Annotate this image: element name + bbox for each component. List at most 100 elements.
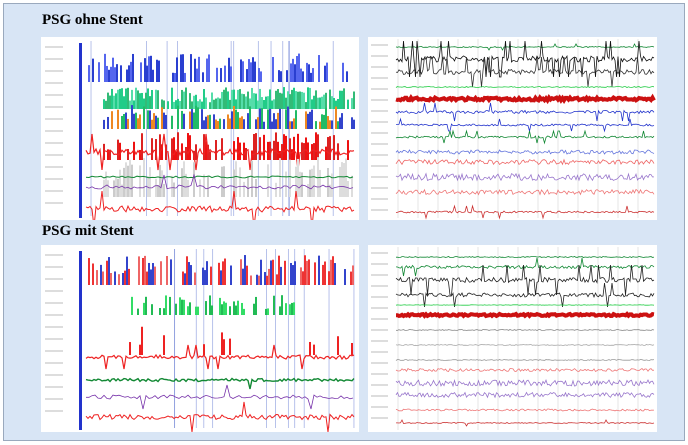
signal-block [125,89,127,109]
signal-block [267,109,269,129]
signal-block [261,108,263,129]
signal-block [291,90,293,109]
signal-block [235,99,237,109]
trace [396,174,654,181]
signal-block [104,54,106,82]
signal-block [222,261,224,285]
signal-block [243,143,245,160]
signal-block [211,93,213,109]
signal-block [299,92,301,109]
signal-block [286,70,288,82]
signal-block [185,88,187,109]
signal-block [241,94,243,109]
signal-block [216,68,218,82]
signal-block [345,158,347,197]
signal-block [206,261,208,285]
signal-block [279,158,281,197]
signal-block [302,271,304,285]
signal-block [129,101,131,109]
signal-block [182,272,184,285]
signal-block [221,332,223,355]
signal-block [213,100,215,109]
signal-block [313,96,315,109]
trace [86,402,354,432]
signal-block [300,267,302,285]
signal-block [183,92,185,109]
signal-block [304,255,306,285]
signal-block [247,113,249,129]
signal-block [199,179,201,197]
signal-block [292,265,294,285]
signal-block [103,99,105,109]
signal-block [279,109,281,129]
signal-block [157,185,159,197]
signal-block [191,109,193,129]
signal-block [109,151,111,160]
signal-block [131,105,133,129]
signal-block [268,269,270,285]
signal-block [270,260,272,285]
signal-block [218,263,220,285]
signal-block [144,58,146,82]
signal-block [176,57,178,82]
signal-block [201,109,203,129]
signal-block [117,110,119,129]
signal-block [120,65,122,82]
signal-block [265,309,267,315]
signal-block [114,271,116,285]
signal-block [207,115,209,129]
signal-block [305,111,307,129]
signal-block [197,107,199,129]
trace [86,385,353,409]
signal-block [306,63,308,82]
signal-block [158,61,160,82]
signal-block [332,256,334,285]
signal-block [181,90,183,109]
signal-block [112,58,114,82]
signal-block [167,101,169,109]
signal-block [131,297,133,315]
signal-block [188,262,190,285]
signal-block [203,120,205,129]
signal-block [194,59,196,82]
detail-recording [368,245,657,432]
signal-block [128,65,130,82]
signal-block [152,263,154,285]
signal-block [326,63,328,82]
signal-block [347,140,349,160]
signal-block [264,272,266,285]
signal-block [293,137,295,160]
signal-block [127,166,129,197]
signal-block [255,94,257,109]
signal-block [278,256,280,285]
signal-block [114,67,116,82]
signal-block [163,184,165,197]
signal-block [285,98,287,109]
signal-block [187,306,189,315]
signal-block [217,121,219,129]
signal-block [189,93,191,109]
signal-block [330,260,332,285]
signal-block [351,98,353,109]
signal-block [250,62,252,82]
signal-block [276,274,278,285]
signal-block [215,99,217,109]
signal-block [213,114,215,129]
signal-block [323,115,325,129]
signal-block [252,57,254,82]
signal-block [229,100,231,109]
signal-block [202,268,204,285]
signal-block [237,301,239,315]
signal-block [121,88,123,109]
signal-block [202,72,204,82]
signal-block [175,304,177,315]
signal-block [152,70,154,82]
signal-block [116,64,118,82]
signal-block [187,180,189,197]
signal-block [347,181,349,197]
signal-block [177,132,179,160]
signal-block [124,271,126,285]
signal-block [171,88,173,109]
signal-block [258,276,260,285]
signal-block [163,335,165,355]
